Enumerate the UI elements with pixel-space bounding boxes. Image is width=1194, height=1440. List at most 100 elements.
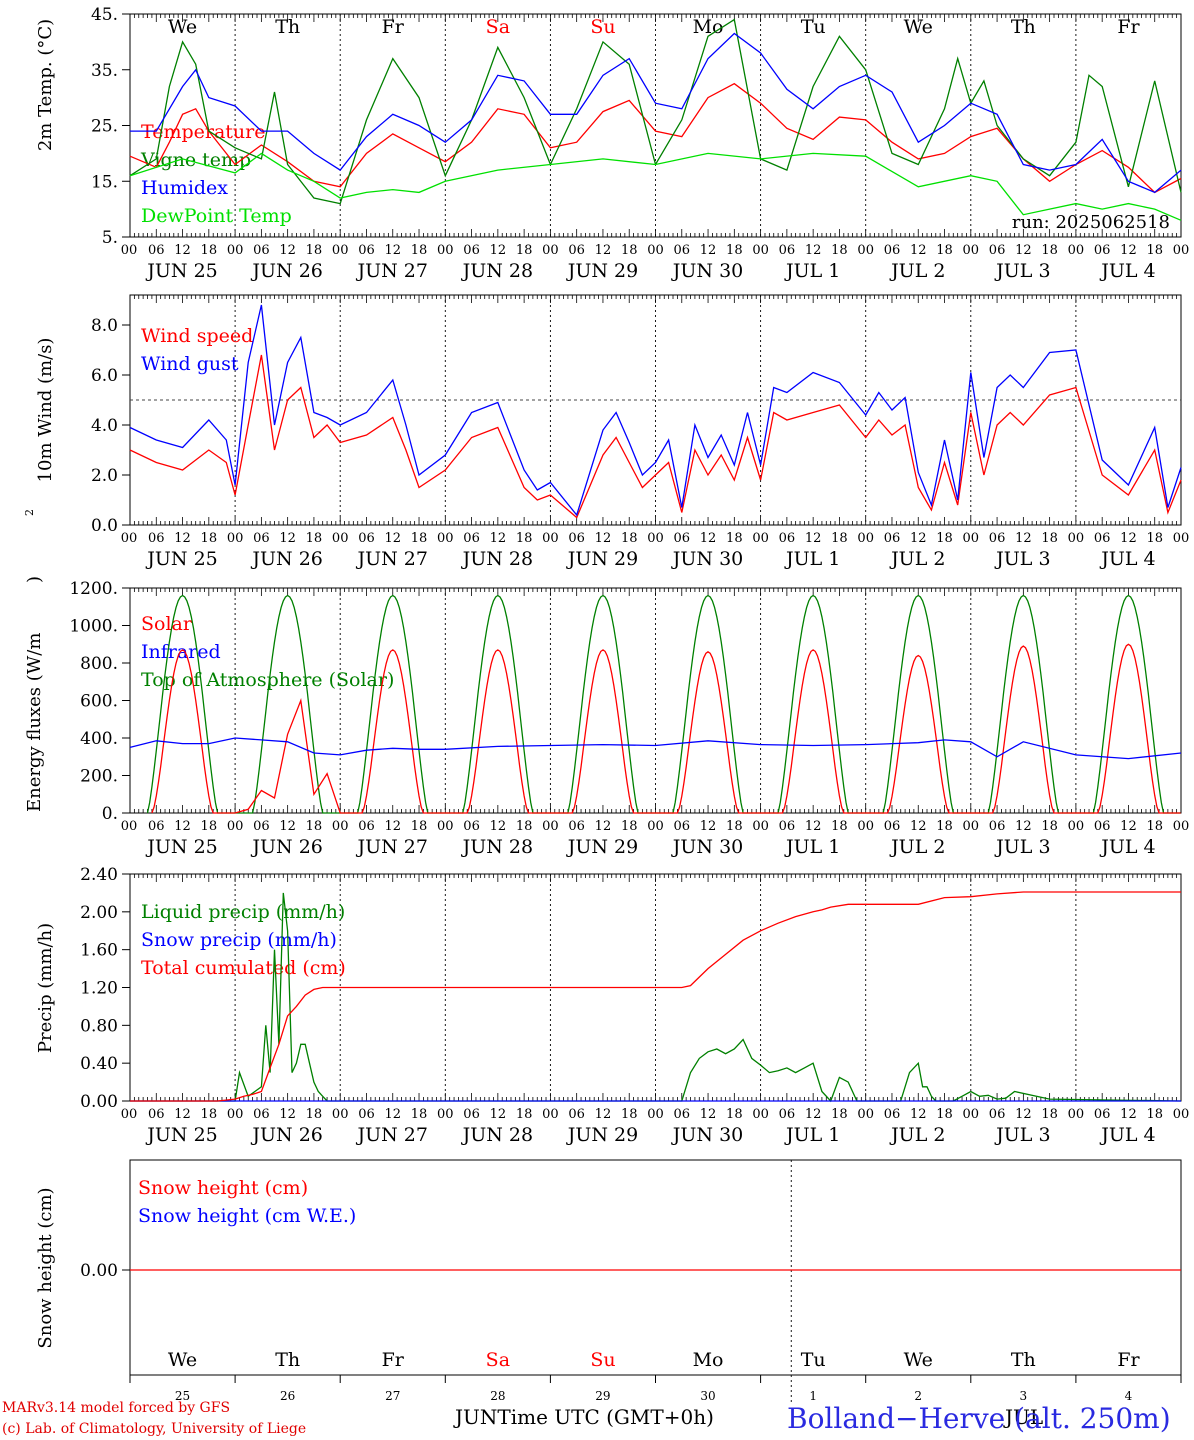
date-label: JUL 4 xyxy=(1099,548,1155,570)
hour-tick-label: 06 xyxy=(779,531,796,546)
wind-series-line xyxy=(129,354,1182,519)
solar-line xyxy=(151,643,1181,814)
y-tick-label: 0.00 xyxy=(80,1092,118,1112)
temp-series-line xyxy=(129,152,1182,221)
hour-tick-label: 00 xyxy=(1173,531,1190,546)
legend-entry: Snow height (cm) xyxy=(138,1177,308,1199)
hour-tick-label: 06 xyxy=(148,819,165,834)
hour-tick-label: 00 xyxy=(752,243,769,258)
hour-tick-label: 18 xyxy=(516,531,533,546)
hour-tick-label: 00 xyxy=(542,243,559,258)
hour-tick-label: 00 xyxy=(857,819,874,834)
hour-tick-label: 00 xyxy=(542,531,559,546)
hour-tick-label: 00 xyxy=(1068,531,1085,546)
y-axis-label: 10m Wind (m/s) xyxy=(35,338,56,483)
y-axis-label: Energy fluxes (W/m xyxy=(24,633,45,812)
hour-tick-label: 06 xyxy=(674,243,691,258)
date-label: JUL 2 xyxy=(889,548,945,570)
date-label: JUN 25 xyxy=(145,548,217,570)
hour-tick-label: 12 xyxy=(490,531,507,546)
date-label: JUN 26 xyxy=(250,548,322,570)
hour-tick-label: 06 xyxy=(989,531,1006,546)
hour-tick-label: 06 xyxy=(1094,1107,1111,1122)
hour-tick-label: 18 xyxy=(726,243,743,258)
hour-tick-label: 12 xyxy=(595,1107,612,1122)
y-tick-label: 1200. xyxy=(69,579,118,599)
date-label: JUL 1 xyxy=(784,836,840,858)
hour-tick-label: 12 xyxy=(805,531,822,546)
hour-tick-label: 06 xyxy=(463,531,480,546)
date-label: JUN 29 xyxy=(566,836,638,858)
hour-tick-label: 12 xyxy=(1120,531,1137,546)
y-axis-label: Precip (mm/h) xyxy=(35,923,56,1053)
hour-tick-label: 00 xyxy=(332,531,349,546)
hour-tick-label: 00 xyxy=(542,1107,559,1122)
hour-tick-label: 06 xyxy=(253,243,270,258)
date-label: JUL 1 xyxy=(784,1124,840,1146)
y-tick-label: 1000. xyxy=(69,617,118,637)
hour-tick-label: 00 xyxy=(121,819,138,834)
y-axis-label: Snow height (cm) xyxy=(35,1187,56,1348)
hour-tick-label: 12 xyxy=(595,819,612,834)
weekday-label-bottom: Sa xyxy=(486,1349,510,1371)
hour-tick-label: 06 xyxy=(358,531,375,546)
hour-tick-label: 06 xyxy=(884,819,901,834)
y-axis-label-close: ) xyxy=(24,576,45,583)
hour-tick-label: 18 xyxy=(621,243,638,258)
hour-tick-label: 00 xyxy=(437,1107,454,1122)
y-tick-label: 5. xyxy=(102,228,118,248)
hour-tick-label: 06 xyxy=(568,531,585,546)
date-label: JUN 30 xyxy=(671,836,743,858)
weekday-label-bottom: Mo xyxy=(693,1349,724,1371)
hour-tick-label: 12 xyxy=(700,243,717,258)
hour-tick-label: 06 xyxy=(148,243,165,258)
legend-entry: Wind gust xyxy=(141,353,239,375)
hour-tick-label: 00 xyxy=(752,1107,769,1122)
weekday-label-bottom: Fr xyxy=(382,1349,405,1371)
date-label: JUN 26 xyxy=(250,260,322,282)
y-tick-label: 2.0 xyxy=(91,466,118,486)
legend-entry: Wind speed xyxy=(141,325,253,347)
hour-tick-label: 18 xyxy=(936,243,953,258)
legend-entry: Snow height (cm W.E.) xyxy=(138,1205,356,1227)
y-tick-label: 2.40 xyxy=(80,865,118,885)
hour-tick-label: 18 xyxy=(201,243,218,258)
legend-entry: Infrared xyxy=(141,641,221,663)
y-tick-label: 25. xyxy=(91,117,118,137)
hour-tick-label: 12 xyxy=(490,243,507,258)
y-tick-label: 0.0 xyxy=(91,516,118,536)
weekday-label-bottom: We xyxy=(904,1349,933,1371)
hour-tick-label: 06 xyxy=(674,1107,691,1122)
date-label: JUL 2 xyxy=(889,836,945,858)
hour-tick-label: 18 xyxy=(201,819,218,834)
hour-tick-label: 00 xyxy=(121,243,138,258)
hour-tick-label: 00 xyxy=(963,531,980,546)
hour-tick-label: 12 xyxy=(700,531,717,546)
hour-tick-label: 00 xyxy=(647,243,664,258)
legend-entry: DewPoint Temp xyxy=(141,205,292,227)
date-label: JUN 30 xyxy=(671,260,743,282)
hour-tick-label: 06 xyxy=(568,819,585,834)
hour-tick-label: 18 xyxy=(726,819,743,834)
infrared-line xyxy=(129,737,1182,760)
hour-tick-label: 12 xyxy=(595,531,612,546)
weekday-label: Mo xyxy=(693,16,724,38)
hour-tick-label: 00 xyxy=(1068,243,1085,258)
weekday-label: Sa xyxy=(486,16,510,38)
hour-tick-label: 06 xyxy=(358,243,375,258)
hour-tick-label: 00 xyxy=(332,243,349,258)
hour-tick-label: 06 xyxy=(358,819,375,834)
hour-tick-label: 18 xyxy=(411,819,428,834)
hour-tick-label: 06 xyxy=(148,1107,165,1122)
hour-tick-label: 06 xyxy=(568,243,585,258)
legend-entry: Total cumulated (cm) xyxy=(141,957,346,979)
day-number-label: 28 xyxy=(490,1389,505,1403)
lab-credit: (c) Lab. of Climatology, University of L… xyxy=(2,1421,307,1437)
y-tick-label: 35. xyxy=(91,61,118,81)
weekday-label: Th xyxy=(275,16,300,38)
weekday-label: Fr xyxy=(1117,16,1140,38)
date-label: JUL 4 xyxy=(1099,260,1155,282)
hour-tick-label: 18 xyxy=(726,1107,743,1122)
station-name: Bolland−Herve (alt. 250m) xyxy=(787,1402,1171,1435)
hour-tick-label: 18 xyxy=(411,1107,428,1122)
